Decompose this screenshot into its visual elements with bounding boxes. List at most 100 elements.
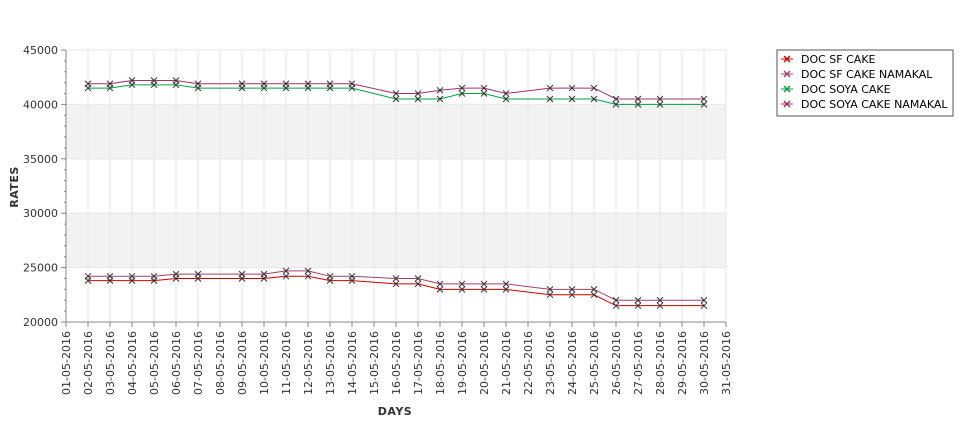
data-point: [84, 80, 92, 88]
data-point: [546, 84, 554, 92]
legend-marker: [783, 55, 791, 63]
x-tick-label: 03-05-2016: [104, 331, 117, 395]
x-tick-label: 05-05-2016: [148, 331, 161, 395]
x-tick-label: 19-05-2016: [456, 331, 469, 395]
data-point: [392, 275, 400, 282]
data-point: [634, 95, 642, 103]
data-point: [392, 95, 400, 103]
data-point: [348, 272, 356, 280]
data-point: [436, 286, 444, 293]
data-point: [326, 272, 334, 280]
data-point: [700, 101, 708, 108]
data-point: [568, 84, 576, 92]
data-point: [502, 90, 510, 97]
data-point: [612, 101, 620, 108]
legend-label: DOC SF CAKE: [801, 53, 876, 66]
y-tick-label: 25000: [23, 262, 58, 275]
x-tick-label: 04-05-2016: [126, 331, 139, 395]
legend-item: DOC SOYA CAKE: [781, 83, 891, 96]
data-point: [348, 80, 356, 88]
x-tick-label: 10-05-2016: [258, 331, 271, 395]
data-point: [458, 280, 466, 288]
data-point: [590, 286, 598, 293]
y-tick-label: 45000: [23, 44, 58, 57]
x-axis-title: DAYS: [378, 405, 412, 418]
data-point: [282, 80, 290, 88]
data-point: [458, 84, 466, 92]
data-point: [568, 291, 576, 299]
x-tick-label: 01-05-2016: [60, 331, 73, 395]
legend-marker: [783, 85, 791, 93]
data-point: [304, 80, 312, 88]
data-point: [414, 275, 422, 282]
legend-label: DOC SF CAKE NAMAKAL: [801, 68, 933, 81]
data-point: [150, 272, 158, 280]
data-point: [128, 272, 136, 280]
y-axis-ticks: 20000 25000 30000 35000 40000 45000: [23, 44, 66, 329]
data-point: [634, 296, 642, 304]
data-point: [194, 270, 202, 278]
x-tick-label: 08-05-2016: [214, 331, 227, 395]
x-tick-label: 20-05-2016: [478, 331, 491, 395]
data-point: [480, 84, 488, 92]
data-point: [414, 280, 422, 288]
data-point: [84, 272, 92, 280]
data-point: [106, 80, 114, 88]
legend-item: DOC SOYA CAKE NAMAKAL: [781, 98, 948, 111]
data-point: [238, 80, 246, 88]
legend: DOC SF CAKE DOC SF CAKE NAMAKAL DOC SOYA C…: [776, 49, 954, 117]
data-point: [326, 80, 334, 88]
data-point: [700, 296, 708, 304]
data-point: [634, 101, 642, 108]
data-point: [480, 280, 488, 288]
legend-box: [776, 49, 954, 117]
data-point: [128, 77, 136, 84]
data-point: [194, 80, 202, 88]
data-point: [568, 95, 576, 103]
x-tick-label: 02-05-2016: [82, 331, 95, 395]
x-tick-label: 07-05-2016: [192, 331, 205, 395]
data-point: [172, 77, 180, 84]
x-tick-label: 29-05-2016: [676, 331, 689, 395]
x-tick-label: 06-05-2016: [170, 331, 183, 395]
legend-marker: [783, 100, 791, 108]
x-tick-label: 11-05-2016: [280, 331, 293, 395]
data-point: [150, 77, 158, 84]
data-point: [282, 267, 290, 275]
x-tick-label: 26-05-2016: [610, 331, 623, 395]
data-point: [700, 95, 708, 103]
data-point: [172, 270, 180, 278]
x-tick-label: 21-05-2016: [500, 331, 513, 395]
x-tick-label: 16-05-2016: [390, 331, 403, 395]
y-tick-label: 40000: [23, 98, 58, 111]
x-tick-label: 09-05-2016: [236, 331, 249, 395]
data-point: [304, 272, 312, 280]
data-point: [392, 90, 400, 97]
legend-item: DOC SF CAKE: [781, 53, 876, 66]
data-point: [260, 270, 268, 278]
x-tick-label: 15-05-2016: [368, 331, 381, 395]
data-point: [436, 95, 444, 103]
legend-label: DOC SOYA CAKE: [801, 83, 891, 96]
data-point: [238, 270, 246, 278]
data-point: [436, 86, 444, 94]
data-point: [282, 272, 290, 280]
legend-item: DOC SF CAKE NAMAKAL: [781, 68, 933, 81]
x-tick-label: 17-05-2016: [412, 331, 425, 395]
data-point: [480, 90, 488, 97]
data-point: [458, 286, 466, 293]
x-tick-label: 28-05-2016: [654, 331, 667, 395]
data-point: [260, 80, 268, 88]
data-point: [546, 95, 554, 103]
x-axis-ticks: 01-05-2016 02-05-2016 03-05-2016 04-05-2016…: [60, 322, 733, 395]
data-point: [106, 272, 114, 280]
x-tick-label: 14-05-2016: [346, 331, 359, 395]
data-point: [590, 84, 598, 92]
x-tick-label: 12-05-2016: [302, 331, 315, 395]
x-tick-label: 18-05-2016: [434, 331, 447, 395]
x-tick-label: 22-05-2016: [522, 331, 535, 395]
data-point: [546, 291, 554, 299]
data-point: [546, 286, 554, 293]
